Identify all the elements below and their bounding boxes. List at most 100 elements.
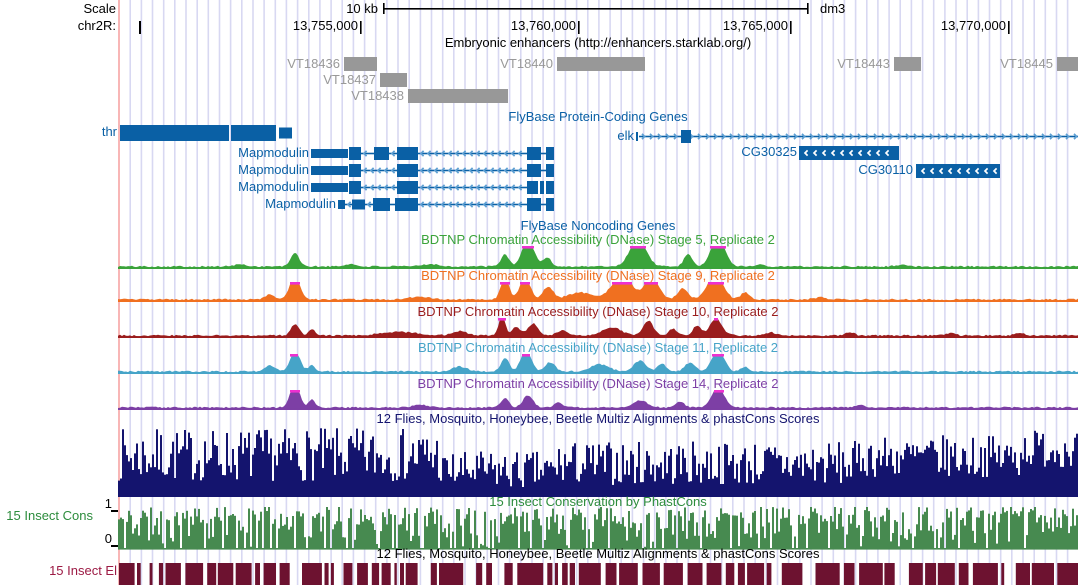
enhancer-label-VT18437[interactable]: VT18437: [323, 72, 376, 87]
axis-tick-0: [111, 545, 118, 547]
dnase-track-stage-14[interactable]: [118, 390, 1078, 410]
enhancer-item-VT18437[interactable]: [380, 73, 407, 87]
element-block: [605, 563, 617, 585]
gene-CG30325[interactable]: [799, 146, 899, 160]
enhancer-label-VT18443[interactable]: VT18443: [837, 56, 890, 71]
element-block: [137, 563, 141, 585]
element-block: [547, 563, 553, 585]
enhancer-label-VT18438[interactable]: VT18438: [351, 88, 404, 103]
enhancer-item-VT18436[interactable]: [344, 57, 377, 71]
clip-mark: [612, 282, 632, 285]
gene-label-Mapmodulin-1[interactable]: Mapmodulin: [238, 144, 309, 160]
gene-Mapmodulin-3[interactable]: [311, 181, 554, 194]
clip-mark: [522, 246, 534, 249]
element-block: [1031, 563, 1054, 585]
phastcons-left-label[interactable]: 15 Insect Cons: [6, 508, 93, 523]
clip-mark: [290, 390, 300, 393]
gene-Mapmodulin-2[interactable]: [311, 164, 554, 177]
element-block: [569, 563, 575, 585]
gene-label-CG30325[interactable]: CG30325: [741, 144, 797, 159]
insect-elements-label[interactable]: 15 Insect El: [49, 563, 117, 578]
scale-label: Scale: [83, 1, 116, 16]
element-block: [343, 563, 353, 585]
element-block: [663, 563, 683, 585]
clip-mark: [522, 354, 530, 357]
multiz-track-title-2: 12 Flies, Mosquito, Honeybee, Beetle Mul…: [376, 546, 820, 561]
coordinate-label: 13,770,000: [940, 18, 1006, 33]
assembly-label: dm3: [820, 1, 846, 16]
enhancer-item-VT18445[interactable]: [1057, 57, 1078, 71]
element-block: [302, 563, 322, 585]
gene-tracks[interactable]: [120, 125, 1078, 211]
element-block: [185, 563, 204, 585]
coordinate-label: 13,755,000: [292, 18, 358, 33]
dnase-title-stage-9: BDTNP Chromatin Accessibility (DNase) St…: [421, 268, 775, 283]
element-block: [737, 563, 745, 585]
element-block: [486, 563, 492, 585]
enhancer-item-VT18443[interactable]: [894, 57, 921, 71]
multiz-track[interactable]: [118, 428, 1078, 497]
element-block: [400, 563, 404, 585]
element-block: [517, 563, 544, 585]
element-block: [279, 563, 290, 585]
dnase-title-stage-14: BDTNP Chromatin Accessibility (DNase) St…: [417, 376, 779, 391]
element-block: [207, 563, 217, 585]
clip-mark: [630, 246, 646, 249]
gene-label-Mapmodulin-4[interactable]: Mapmodulin: [265, 195, 336, 211]
dnase-track-stage-9[interactable]: [118, 282, 1078, 302]
dnase-track-stage-10[interactable]: [118, 318, 1078, 338]
gene-Mapmodulin-4[interactable]: [338, 198, 554, 211]
gene-label-elk[interactable]: elk: [617, 127, 634, 143]
phastcons-track-title: 15 Insect Conservation by PhastCons: [489, 494, 707, 509]
gene-label-thr[interactable]: thr: [101, 124, 117, 139]
element-block: [476, 563, 483, 585]
element-block: [1015, 563, 1030, 585]
gene-thr[interactable]: [120, 125, 292, 141]
dnase-track-stage-11[interactable]: [118, 354, 1078, 374]
noncoding-genes-title: FlyBase Noncoding Genes: [520, 218, 676, 233]
gene-label-Mapmodulin-2[interactable]: Mapmodulin: [238, 161, 309, 177]
gene-label-Mapmodulin-3[interactable]: Mapmodulin: [238, 178, 309, 194]
enhancer-track-title: Embryonic enhancers (http://enhancers.st…: [444, 35, 752, 50]
coordinate-tick: [1008, 21, 1010, 34]
dnase-title-stage-10: BDTNP Chromatin Accessibility (DNase) St…: [417, 304, 779, 319]
header-ruler: [139, 3, 1010, 34]
element-block: [394, 563, 397, 585]
left-boundary-line: [118, 0, 120, 585]
element-block: [766, 563, 772, 585]
element-block: [642, 563, 660, 585]
enhancer-item-VT18438[interactable]: [408, 89, 508, 103]
clip-mark: [520, 282, 530, 285]
enhancer-label-VT18436[interactable]: VT18436: [287, 56, 340, 71]
clip-mark: [714, 318, 718, 321]
element-block: [504, 563, 513, 585]
element-block: [263, 563, 276, 585]
gene-Mapmodulin-1[interactable]: [311, 147, 554, 160]
element-block: [578, 563, 601, 585]
element-block: [119, 563, 135, 585]
gene-CG30110[interactable]: [916, 164, 1000, 178]
element-block: [165, 563, 181, 585]
enhancer-label-VT18440[interactable]: VT18440: [500, 56, 553, 71]
element-block: [235, 563, 252, 585]
chromosome-label: chr2R:: [77, 18, 116, 33]
clip-mark: [708, 282, 724, 285]
enhancer-label-VT18445[interactable]: VT18445: [1000, 56, 1053, 71]
element-block: [972, 563, 998, 585]
enhancer-track[interactable]: [344, 57, 1078, 103]
insect-elements-track[interactable]: [119, 563, 1078, 585]
gene-elk[interactable]: [636, 130, 1078, 143]
element-block: [925, 563, 937, 585]
gene-label-CG30110[interactable]: CG30110: [858, 162, 913, 177]
clip-mark: [290, 354, 298, 357]
dnase-track-stage-5[interactable]: [118, 246, 1078, 269]
enhancer-item-VT18440[interactable]: [557, 57, 645, 71]
phastcons-track[interactable]: [111, 507, 1078, 550]
element-block: [958, 563, 969, 585]
clip-mark: [498, 318, 506, 321]
element-block: [908, 563, 923, 585]
element-block: [1057, 563, 1078, 585]
element-block: [217, 563, 234, 585]
